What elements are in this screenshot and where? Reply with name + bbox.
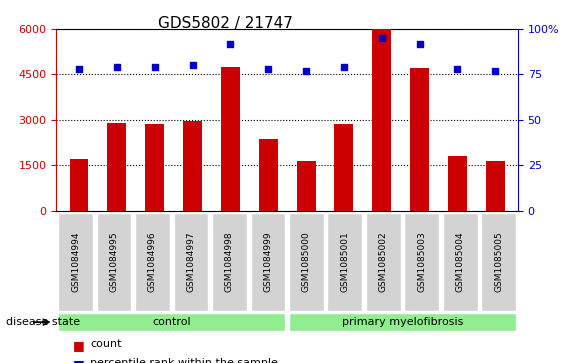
- Text: ■: ■: [73, 339, 85, 352]
- FancyBboxPatch shape: [289, 213, 324, 311]
- Point: [113, 64, 122, 70]
- Text: GSM1084994: GSM1084994: [71, 231, 80, 291]
- Point: [263, 66, 272, 72]
- Bar: [108, 123, 126, 211]
- Bar: [259, 139, 278, 211]
- Text: GSM1085004: GSM1085004: [456, 231, 464, 292]
- FancyBboxPatch shape: [289, 313, 516, 331]
- Bar: [145, 124, 164, 211]
- Text: ■: ■: [73, 358, 85, 363]
- Point: [415, 41, 424, 46]
- Bar: [297, 160, 315, 211]
- Text: count: count: [90, 339, 122, 350]
- Text: GDS5802 / 21747: GDS5802 / 21747: [158, 16, 293, 31]
- FancyBboxPatch shape: [135, 213, 170, 311]
- Bar: [410, 68, 429, 211]
- Text: GSM1084998: GSM1084998: [225, 231, 234, 292]
- Text: GSM1084999: GSM1084999: [263, 231, 272, 292]
- Text: disease state: disease state: [6, 317, 80, 327]
- Bar: [221, 67, 240, 211]
- Text: GSM1085003: GSM1085003: [417, 231, 426, 292]
- FancyBboxPatch shape: [251, 213, 285, 311]
- FancyBboxPatch shape: [58, 213, 93, 311]
- FancyBboxPatch shape: [481, 213, 516, 311]
- Bar: [448, 156, 467, 211]
- Text: GSM1084997: GSM1084997: [186, 231, 195, 292]
- Point: [491, 68, 500, 74]
- Text: control: control: [153, 317, 191, 327]
- FancyBboxPatch shape: [366, 213, 401, 311]
- Point: [339, 64, 348, 70]
- Bar: [486, 160, 504, 211]
- Text: GSM1085005: GSM1085005: [494, 231, 503, 292]
- Point: [74, 66, 83, 72]
- Point: [377, 35, 386, 41]
- Text: percentile rank within the sample: percentile rank within the sample: [90, 358, 278, 363]
- FancyBboxPatch shape: [404, 213, 439, 311]
- Point: [453, 66, 462, 72]
- Point: [226, 41, 235, 46]
- Text: GSM1085001: GSM1085001: [341, 231, 349, 292]
- Point: [150, 64, 159, 70]
- Text: GSM1084996: GSM1084996: [148, 231, 157, 292]
- FancyBboxPatch shape: [328, 213, 362, 311]
- Text: GSM1084995: GSM1084995: [110, 231, 118, 292]
- Point: [188, 62, 197, 68]
- FancyBboxPatch shape: [212, 213, 247, 311]
- Text: GSM1085002: GSM1085002: [379, 231, 388, 292]
- FancyBboxPatch shape: [443, 213, 477, 311]
- Bar: [70, 159, 88, 211]
- FancyBboxPatch shape: [173, 213, 208, 311]
- Text: primary myelofibrosis: primary myelofibrosis: [342, 317, 463, 327]
- FancyBboxPatch shape: [58, 313, 285, 331]
- FancyBboxPatch shape: [97, 213, 131, 311]
- Bar: [334, 124, 354, 211]
- Bar: [183, 121, 202, 211]
- Bar: [372, 29, 391, 211]
- Text: GSM1085000: GSM1085000: [302, 231, 311, 292]
- Point: [302, 68, 311, 74]
